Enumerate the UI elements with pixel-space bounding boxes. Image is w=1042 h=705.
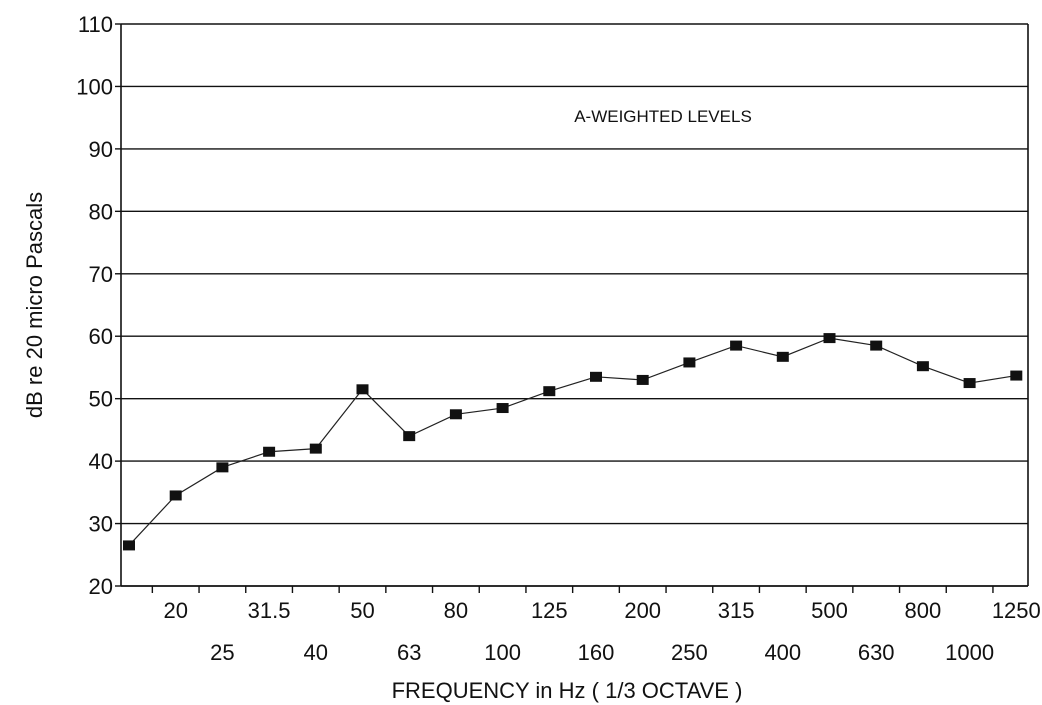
- series-line: [128, 337, 1017, 546]
- y-tick-label: 50: [89, 387, 113, 412]
- data-point-marker: [449, 409, 462, 420]
- data-point-marker: [870, 340, 883, 351]
- x-tick-label: 125: [531, 598, 568, 623]
- x-tick-label: 100: [484, 640, 521, 665]
- data-point-marker: [730, 340, 743, 351]
- y-tick-label: 80: [89, 199, 113, 224]
- chart-annotation: A-WEIGHTED LEVELS: [574, 107, 752, 126]
- data-point-marker: [543, 386, 556, 397]
- x-tick-label: 500: [811, 598, 848, 623]
- x-tick-label: 50: [350, 598, 374, 623]
- grid-lines: [121, 23, 1028, 587]
- x-tick-label: 63: [397, 640, 421, 665]
- data-point-marker: [169, 490, 182, 501]
- y-tick-label: 100: [76, 74, 113, 99]
- y-tick-label: 20: [89, 574, 113, 599]
- y-tick-labels: 20 30 40 50 60 70 80 90 100 110: [76, 12, 113, 599]
- data-point-marker: [776, 351, 789, 362]
- y-tick-label: 70: [89, 262, 113, 287]
- y-axis-title: dB re 20 micro Pascals: [22, 192, 47, 418]
- data-series: [123, 333, 1023, 551]
- x-tick-label: 1250: [992, 598, 1041, 623]
- x-tick-label: 160: [578, 640, 615, 665]
- data-point-marker: [963, 378, 976, 389]
- axes: [115, 23, 1029, 593]
- data-point-marker: [823, 333, 836, 344]
- x-tick-label: 40: [304, 640, 328, 665]
- x-tick-label: 630: [858, 640, 895, 665]
- x-tick-label: 25: [210, 640, 234, 665]
- y-tick-label: 30: [89, 512, 113, 537]
- data-point-marker: [216, 462, 229, 473]
- data-point-marker: [1010, 370, 1023, 381]
- x-tick-label: 1000: [945, 640, 994, 665]
- y-tick-label: 110: [78, 12, 113, 37]
- x-axis-title: FREQUENCY in Hz ( 1/3 OCTAVE ): [392, 678, 743, 703]
- x-tick-labels: 20 25 31.5 40 50 63 80 100 125 160 200 250 315 400 500…: [163, 598, 1040, 665]
- data-point-marker: [403, 431, 416, 442]
- data-point-marker: [356, 384, 369, 395]
- data-point-marker: [590, 371, 602, 382]
- y-tick-label: 40: [89, 449, 113, 474]
- y-tick-label: 90: [89, 137, 113, 162]
- x-tick-label: 250: [671, 640, 708, 665]
- x-tick-label: 31.5: [248, 598, 291, 623]
- x-tick-label: 200: [624, 598, 661, 623]
- x-tick-label: 20: [163, 598, 187, 623]
- x-tick-label: 315: [718, 598, 755, 623]
- data-point-marker: [683, 357, 696, 368]
- data-point-marker: [496, 403, 509, 414]
- y-tick-label: 60: [89, 324, 113, 349]
- data-point-marker: [916, 361, 929, 372]
- data-point-marker: [636, 374, 649, 385]
- x-tick-label: 800: [905, 598, 942, 623]
- data-point-marker: [123, 540, 135, 551]
- x-tick-label: 400: [764, 640, 801, 665]
- x-tick-label: 80: [444, 598, 468, 623]
- data-point-marker: [263, 446, 276, 457]
- data-point-marker: [309, 443, 322, 454]
